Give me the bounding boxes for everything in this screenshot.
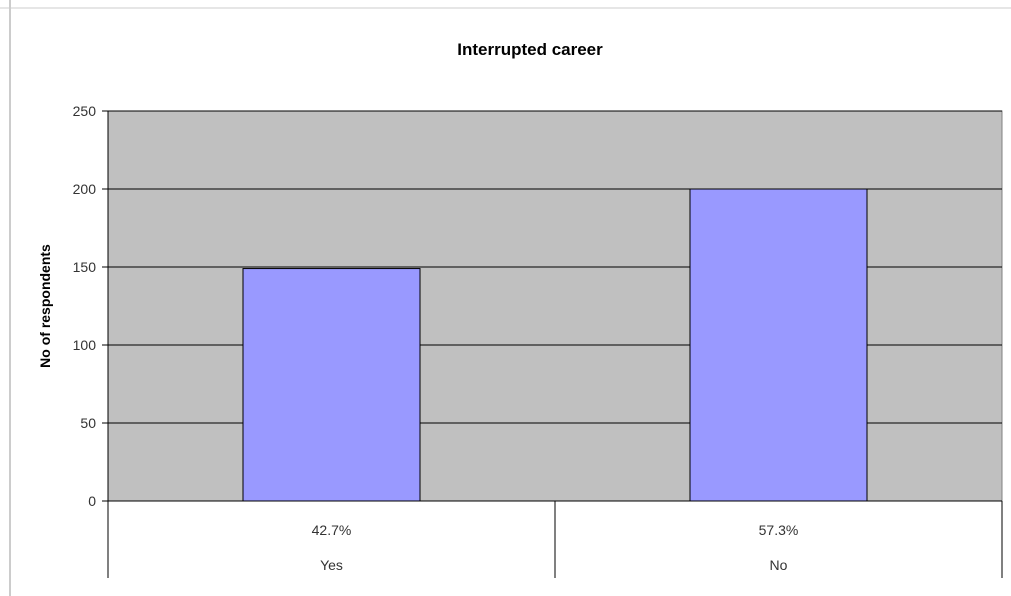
bars	[108, 188, 1002, 502]
plot-area	[107, 110, 1003, 502]
category-label: Yes	[320, 557, 343, 573]
bar-no	[689, 188, 868, 502]
category-label: No	[770, 557, 788, 573]
y-tick-label: 100	[73, 337, 97, 353]
chart-title: Interrupted career	[457, 40, 603, 59]
category-table: 42.7% Yes 57.3% No	[107, 501, 1003, 578]
y-axis-ticks: 0 50 100 150 200 250	[73, 103, 109, 509]
y-tick-label: 200	[73, 181, 97, 197]
percent-label: 57.3%	[759, 522, 799, 538]
bar-yes	[242, 268, 421, 502]
y-tick-label: 0	[88, 493, 96, 509]
y-tick-label: 250	[73, 103, 97, 119]
percent-label: 42.7%	[312, 522, 352, 538]
y-tick-label: 150	[73, 259, 97, 275]
y-axis-label: No of respondents	[37, 244, 53, 368]
y-tick-label: 50	[80, 415, 96, 431]
